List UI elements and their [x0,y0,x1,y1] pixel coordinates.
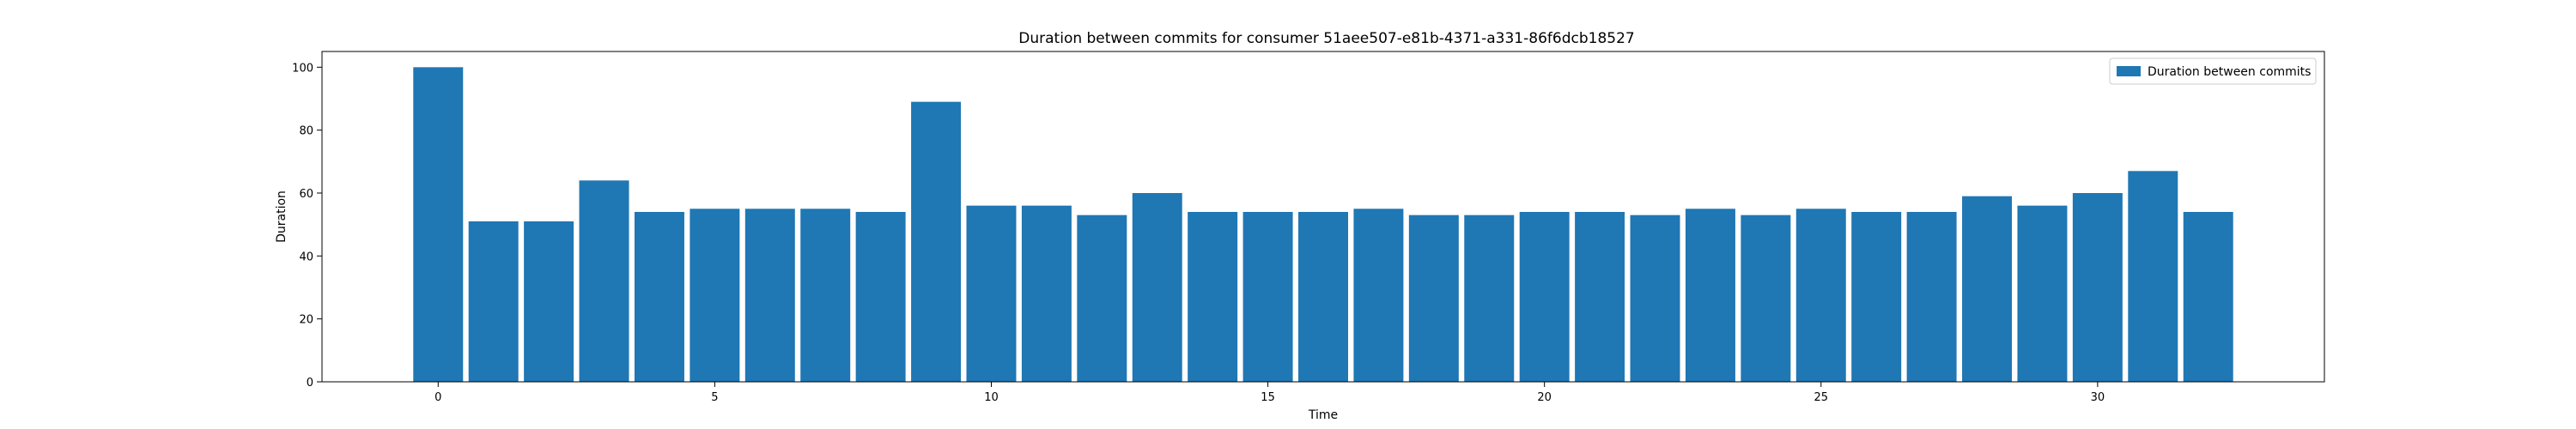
x-tick-label: 25 [1814,391,1829,404]
bar [2183,212,2233,382]
bar [1851,212,1902,382]
bar [744,208,795,382]
bar [1188,212,1238,382]
y-tick-label: 80 [299,125,313,138]
bars-group [413,67,2233,383]
x-tick-label: 10 [984,391,999,404]
x-tick-label: 20 [1537,391,1552,404]
legend-box [2109,57,2317,85]
bar [1962,196,2013,382]
legend: Duration between commits [2109,57,2317,85]
bar [468,221,519,382]
y-tick-label: 40 [299,251,313,263]
bar [1242,212,1293,382]
bar [690,208,740,382]
bar [1630,214,1680,382]
bar [1353,208,1404,382]
y-axis-label: Duration [275,190,289,243]
bar [524,221,574,382]
chart-title: Duration between commits for consumer 51… [1018,30,1634,47]
bar [1685,208,1735,382]
bar [966,205,1017,382]
bar [634,212,684,382]
x-tick-label: 30 [2091,391,2105,404]
bar [1906,212,1957,382]
y-tick-label: 20 [299,314,313,327]
bar [1464,214,1515,382]
bar [1077,214,1127,382]
bar [855,212,906,382]
x-axis-label: Time [1308,408,1338,422]
x-tick-label: 15 [1261,391,1275,404]
bar [2128,171,2178,382]
y-tick-label: 0 [307,377,313,390]
bar [911,101,962,383]
bar [1519,212,1570,382]
y-axis-ticks: 0 20 40 60 80 100 [292,62,322,390]
bar [2072,193,2123,382]
bar [1298,212,1348,382]
bar [1741,214,1791,382]
legend-entry: Duration between commits [2148,65,2311,79]
x-tick-label: 5 [711,391,718,404]
bar [1132,193,1182,382]
bar [1575,212,1625,382]
y-tick-label: 60 [299,188,313,201]
y-tick-label: 100 [292,62,313,75]
plot-area-frame [321,51,2325,383]
bar [1795,208,1846,382]
bar [1021,205,1072,382]
bar [1408,214,1459,382]
bar [413,67,464,382]
bar [2017,205,2068,382]
bar [800,208,851,382]
bar [579,180,629,382]
x-tick-label: 0 [434,391,441,404]
legend-swatch [2117,66,2141,76]
x-axis-ticks: 0 5 10 15 20 25 30 [434,382,2105,404]
